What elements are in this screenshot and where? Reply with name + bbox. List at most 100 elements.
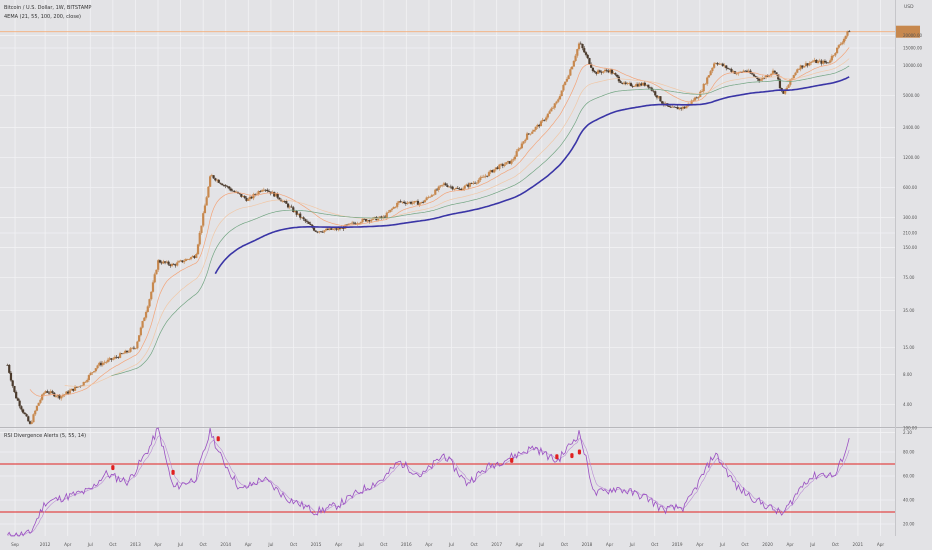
candle-body[interactable] <box>832 55 835 57</box>
candle-body[interactable] <box>479 177 482 181</box>
candle-body[interactable] <box>695 97 698 99</box>
candle-body[interactable] <box>286 203 290 208</box>
candle-body[interactable] <box>155 269 158 275</box>
candle-body[interactable] <box>543 119 546 121</box>
candle-body[interactable] <box>131 347 134 349</box>
candle-body[interactable] <box>113 356 116 359</box>
candle-body[interactable] <box>203 205 207 214</box>
candle-body[interactable] <box>288 206 291 208</box>
candle-body[interactable] <box>70 388 73 391</box>
candle-body[interactable] <box>349 223 352 225</box>
candle-body[interactable] <box>181 260 184 263</box>
candle-body[interactable] <box>652 90 655 92</box>
candle-body[interactable] <box>697 97 700 99</box>
candle-body[interactable] <box>732 71 735 73</box>
candle-body[interactable] <box>354 223 357 225</box>
candle-body[interactable] <box>673 106 676 108</box>
candle-body[interactable] <box>434 189 437 195</box>
candle-body[interactable] <box>590 64 593 68</box>
candle-body[interactable] <box>228 186 231 189</box>
candle-body[interactable] <box>347 223 350 225</box>
candle-body[interactable] <box>693 97 697 101</box>
candle-body[interactable] <box>522 141 525 144</box>
candle-body[interactable] <box>280 199 283 202</box>
candle-body[interactable] <box>655 95 659 98</box>
rsi-axis[interactable]: 100.00 80.00 60.00 40.00 20.00 <box>903 426 917 527</box>
candle-body[interactable] <box>41 394 44 400</box>
candle-body[interactable] <box>416 200 420 205</box>
candle-body[interactable] <box>222 185 226 186</box>
candle-body[interactable] <box>240 193 243 197</box>
candle-body[interactable] <box>810 62 813 63</box>
candle-body[interactable] <box>91 372 94 374</box>
candle-body[interactable] <box>330 228 333 230</box>
candle-body[interactable] <box>505 162 508 165</box>
candle-body[interactable] <box>551 107 555 109</box>
candle-body[interactable] <box>115 356 118 358</box>
candle-body[interactable] <box>146 306 149 313</box>
candle-body[interactable] <box>366 220 369 222</box>
candle-body[interactable] <box>607 70 610 73</box>
candle-body[interactable] <box>274 193 278 197</box>
candle-body[interactable] <box>751 73 754 75</box>
candle-body[interactable] <box>47 392 51 394</box>
candle-body[interactable] <box>54 396 58 398</box>
candle-body[interactable] <box>775 72 778 75</box>
candle-body[interactable] <box>101 362 104 366</box>
candle-body[interactable] <box>564 81 567 85</box>
candle-body[interactable] <box>567 75 570 80</box>
candle-body[interactable] <box>172 263 175 265</box>
candle-body[interactable] <box>202 213 205 226</box>
candle-body[interactable] <box>60 396 63 399</box>
candle-body[interactable] <box>385 212 388 218</box>
candle-body[interactable] <box>61 395 65 397</box>
candle-body[interactable] <box>529 133 532 135</box>
candle-body[interactable] <box>380 216 383 218</box>
candle-body[interactable] <box>508 161 511 164</box>
candle-body[interactable] <box>829 60 832 63</box>
candle-body[interactable] <box>681 106 685 109</box>
candle-body[interactable] <box>792 75 795 79</box>
candle-body[interactable] <box>404 203 407 204</box>
candle-body[interactable] <box>579 43 582 45</box>
candle-body[interactable] <box>822 60 825 64</box>
candle-body[interactable] <box>389 209 392 212</box>
candle-body[interactable] <box>631 85 634 87</box>
candle-body[interactable] <box>448 186 451 188</box>
candle-body[interactable] <box>328 228 331 230</box>
candle-body[interactable] <box>761 77 764 80</box>
candle-body[interactable] <box>108 358 111 360</box>
price-axis[interactable]: 20000.00 15000.00 10000.00 5000.00 2400.00 12… <box>903 33 923 435</box>
candle-body[interactable] <box>576 49 579 56</box>
candle-body[interactable] <box>472 182 475 184</box>
candle-body[interactable] <box>525 133 529 140</box>
candle-body[interactable] <box>323 230 326 233</box>
candle-body[interactable] <box>118 353 122 358</box>
candle-body[interactable] <box>420 201 423 204</box>
candle-body[interactable] <box>512 159 515 161</box>
candle-body[interactable] <box>804 63 808 67</box>
candle-body[interactable] <box>105 361 108 363</box>
candle-body[interactable] <box>598 70 601 72</box>
candle-body[interactable] <box>352 222 355 224</box>
candle-body[interactable] <box>711 67 714 72</box>
candle-body[interactable] <box>468 183 472 187</box>
candle-body[interactable] <box>345 224 349 226</box>
candle-body[interactable] <box>332 229 335 230</box>
candle-body[interactable] <box>290 206 293 208</box>
candle-body[interactable] <box>27 416 30 422</box>
candle-body[interactable] <box>645 84 648 86</box>
candle-body[interactable] <box>212 175 215 179</box>
candle-body[interactable] <box>642 82 645 86</box>
candle-body[interactable] <box>499 164 503 165</box>
candle-body[interactable] <box>506 161 510 163</box>
candle-body[interactable] <box>198 232 201 245</box>
candle-body[interactable] <box>446 185 449 187</box>
candle-body[interactable] <box>231 190 234 192</box>
candle-body[interactable] <box>778 79 782 89</box>
candle-body[interactable] <box>75 386 78 388</box>
candle-body[interactable] <box>846 31 849 36</box>
candle-body[interactable] <box>188 258 191 260</box>
candle-body[interactable] <box>210 175 213 177</box>
candle-body[interactable] <box>571 66 574 70</box>
